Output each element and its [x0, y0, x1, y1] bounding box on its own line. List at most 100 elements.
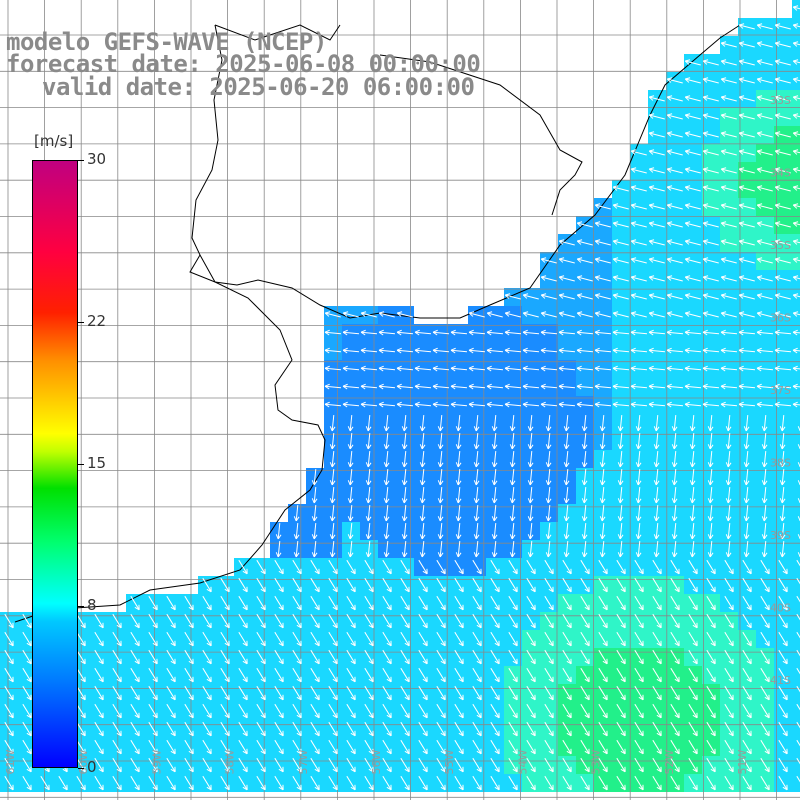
wind-arrow: [743, 450, 750, 468]
wind-arrow: [756, 41, 773, 48]
wind-arrow: [778, 613, 788, 629]
wind-arrow: [706, 775, 716, 791]
wind-arrow: [702, 77, 719, 84]
wind-arrow: [702, 311, 719, 318]
wind-arrow: [112, 775, 122, 791]
wind-arrow: [238, 757, 248, 773]
wind-arrow: [238, 703, 248, 719]
wind-arrow: [166, 613, 176, 629]
wind-arrow: [688, 613, 698, 629]
wind-arrow: [310, 649, 320, 665]
wind-arrow: [792, 185, 800, 191]
wind-arrow: [630, 329, 648, 336]
wind-arrow: [527, 450, 534, 468]
wind-arrow: [472, 577, 482, 593]
wind-arrow: [450, 383, 468, 390]
wind-arrow: [634, 667, 644, 683]
wind-arrow: [792, 275, 800, 281]
wind-arrow: [418, 631, 428, 647]
wind-arrow: [148, 739, 158, 755]
wind-arrow: [720, 293, 737, 300]
wind-arrow: [364, 739, 374, 755]
wind-arrow: [576, 275, 593, 282]
wind-arrow: [4, 775, 14, 791]
wind-arrow: [401, 468, 408, 486]
wind-arrow: [684, 113, 701, 120]
wind-arrow: [617, 414, 624, 432]
wind-arrow: [360, 401, 378, 408]
wind-arrow: [378, 347, 396, 354]
wind-arrow: [472, 631, 482, 647]
wind-arrow: [473, 414, 480, 432]
wind-arrow: [383, 432, 390, 450]
wind-arrow: [756, 239, 773, 246]
wind-arrow: [436, 595, 446, 611]
wind-arrow: [581, 450, 588, 468]
wind-cell: [792, 558, 800, 576]
wind-arrow: [378, 311, 395, 318]
wind-arrow: [796, 577, 800, 585]
wind-arrow: [702, 203, 719, 210]
wind-arrow: [292, 613, 302, 629]
colorbar-tick-mark: [78, 464, 84, 465]
wind-arrow: [594, 275, 611, 282]
wind-arrow: [522, 347, 540, 354]
wind-arrow: [329, 468, 336, 486]
wind-arrow: [364, 595, 374, 611]
wind-arrow: [419, 504, 426, 522]
wind-arrow: [184, 631, 194, 647]
wind-arrow: [779, 540, 786, 558]
wind-arrow: [400, 559, 410, 575]
wind-arrow: [706, 613, 716, 629]
wind-arrow: [653, 468, 660, 486]
wind-arrow: [522, 311, 539, 318]
wind-arrow: [630, 257, 647, 264]
wind-arrow: [130, 667, 140, 683]
wind-arrow: [382, 631, 392, 647]
wind-arrow: [652, 667, 662, 683]
wind-arrow: [526, 631, 536, 647]
wind-arrow: [792, 311, 800, 317]
wind-arrow: [364, 631, 374, 647]
wind-arrow: [684, 77, 701, 84]
wind-arrow: [328, 721, 338, 737]
wind-arrow: [472, 757, 482, 773]
wind-arrow: [562, 757, 572, 773]
wind-arrow: [707, 450, 714, 468]
wind-arrow: [94, 649, 104, 665]
wind-arrow: [742, 703, 752, 719]
wind-arrow: [616, 721, 626, 737]
wind-arrow: [491, 540, 498, 558]
wind-arrow: [490, 667, 500, 683]
wind-arrow: [652, 577, 662, 593]
wind-arrow: [688, 703, 698, 719]
wind-arrow: [455, 540, 462, 558]
wind-arrow: [544, 631, 554, 647]
wind-arrow: [184, 757, 194, 773]
wind-arrow: [508, 559, 518, 575]
wind-arrow: [526, 775, 536, 791]
wind-arrow: [473, 468, 480, 486]
wind-arrow: [504, 329, 522, 336]
wind-arrow: [612, 203, 629, 210]
wind-arrow: [526, 739, 536, 755]
wind-arrow: [742, 631, 752, 647]
wind-arrow: [612, 365, 630, 372]
wind-arrow: [792, 131, 800, 137]
wind-arrow: [526, 667, 536, 683]
wind-arrow: [491, 522, 498, 540]
wind-arrow: [473, 504, 480, 522]
wind-arrow: [504, 401, 522, 408]
wind-arrow: [688, 631, 698, 647]
wind-arrow: [634, 703, 644, 719]
wind-arrow: [563, 522, 570, 540]
wind-arrow: [738, 257, 755, 264]
wind-arrow: [310, 577, 320, 593]
wind-arrow: [545, 540, 552, 558]
wind-arrow: [544, 775, 554, 791]
wind-arrow: [491, 486, 498, 504]
wind-arrow: [562, 631, 572, 647]
wind-arrow: [360, 365, 378, 372]
wind-arrow: [648, 95, 665, 102]
wind-arrow: [310, 739, 320, 755]
